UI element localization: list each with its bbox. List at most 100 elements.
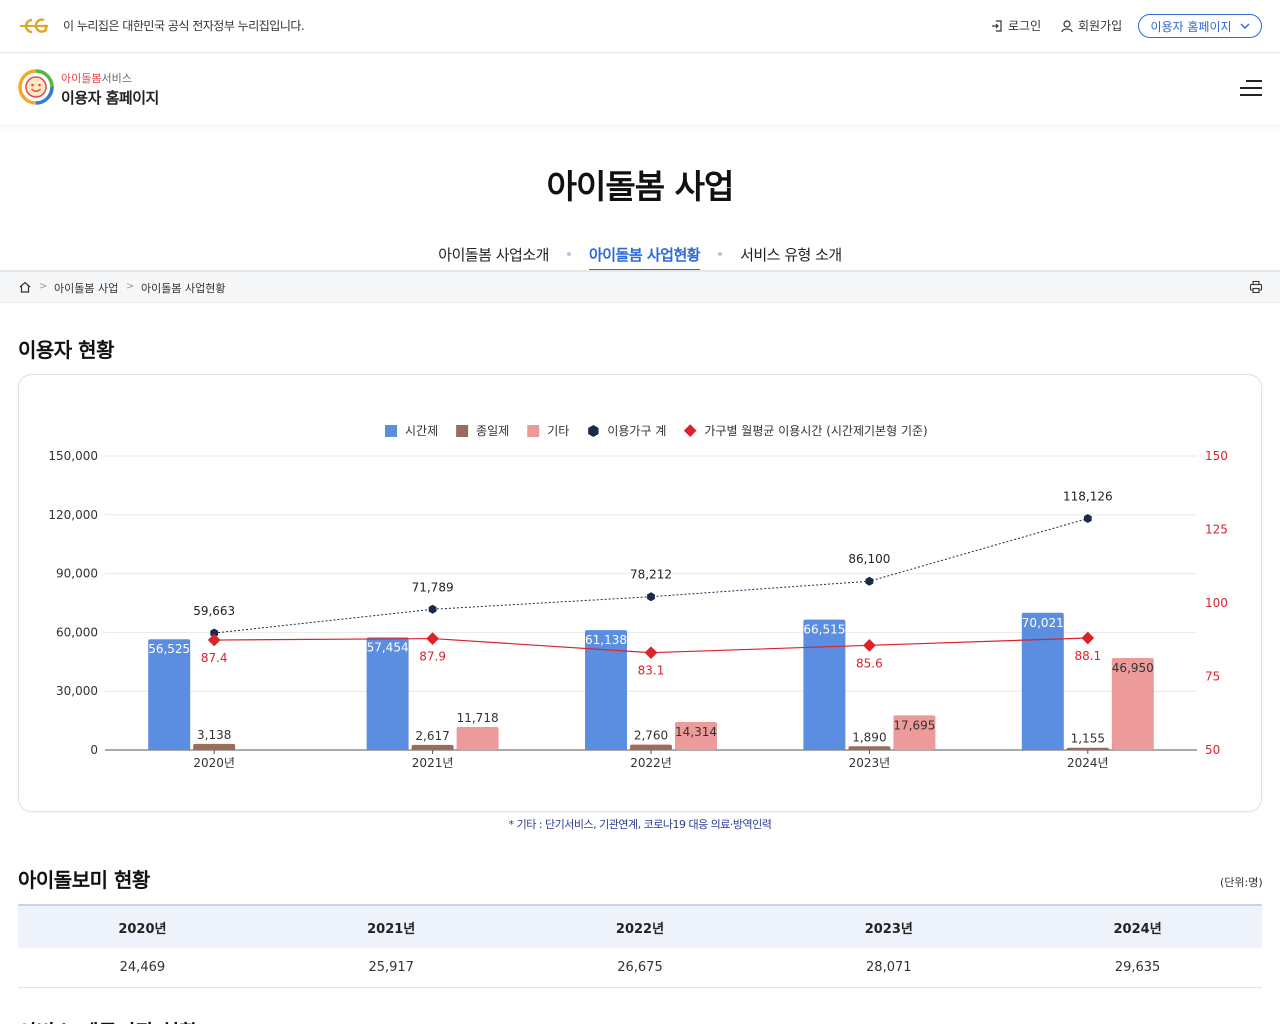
- hours-point: [863, 638, 876, 652]
- breadcrumb-item[interactable]: 아이돌봄 사업: [54, 282, 119, 295]
- site-header: 아이돌봄서비스 이용자 홈페이지: [0, 53, 1280, 124]
- y-right-tick-label: 50: [1205, 743, 1220, 757]
- bar-data-label: 11,718: [457, 711, 499, 725]
- tab-separator: [718, 252, 723, 256]
- hamburger-menu-icon[interactable]: [1240, 80, 1262, 96]
- table-cell: 28,071: [764, 948, 1014, 988]
- x-tick-label: 2024년: [1067, 756, 1109, 770]
- site-select-label: 이용자 홈페이지: [1150, 19, 1232, 34]
- bar-data-label: 70,021: [1022, 616, 1064, 630]
- bar-other: [1111, 657, 1154, 750]
- bar-hourly: [148, 639, 191, 750]
- unit-label: (단위:명): [1220, 876, 1263, 889]
- hours-point: [644, 646, 658, 660]
- hours-point: [207, 633, 221, 647]
- chart-footnote: * 기타 : 단기서비스, 기관연계, 코로나19 대응 의료·방역인력: [508, 818, 772, 831]
- hours-data-label: 87.9: [419, 650, 446, 664]
- table-cell: 26,675: [515, 948, 765, 988]
- chevron-right-icon: >: [126, 281, 135, 292]
- users-chart-card: [18, 374, 1262, 812]
- signup-label: 회원가입: [1078, 19, 1123, 33]
- bar-data-label: 56,525: [148, 642, 190, 656]
- bar-hourly: [803, 619, 846, 750]
- bar-other: [456, 727, 499, 750]
- x-tick-label: 2023년: [849, 756, 891, 770]
- bar-fullday: [1066, 747, 1109, 750]
- bar-data-label: 61,138: [585, 633, 627, 647]
- smile-logo-icon[interactable]: [18, 69, 54, 105]
- table-cell: 24,469: [18, 948, 267, 988]
- providers-section-title: 서비스 제공기관 현황: [18, 1016, 198, 1024]
- users-section-title: 이용자 현황: [18, 338, 114, 362]
- y-left-tick-label: 0: [90, 743, 98, 757]
- bar-other: [893, 715, 936, 750]
- bar-hourly: [366, 637, 409, 750]
- print-icon[interactable]: [1249, 280, 1263, 294]
- brand-title[interactable]: 이용자 홈페이지: [61, 89, 159, 107]
- home-icon[interactable]: [18, 280, 32, 294]
- signup-link[interactable]: 회원가입: [1060, 17, 1122, 34]
- tab-underline: [0, 270, 1280, 272]
- tab-business-intro[interactable]: 아이돌봄 사업소개: [438, 246, 549, 264]
- table-header-cell: 2024년: [1013, 904, 1262, 948]
- login-label: 로그인: [1008, 19, 1042, 33]
- table-row: 24,469 25,917 26,675 28,071 29,635: [18, 948, 1262, 988]
- tab-separator: [566, 252, 571, 256]
- households-point: [1083, 513, 1092, 523]
- bar-fullday: [411, 744, 454, 750]
- x-tick-label: 2020년: [193, 756, 235, 770]
- legend-label: 종일제: [476, 424, 509, 438]
- site-select-button[interactable]: 이용자 홈페이지: [1138, 14, 1262, 38]
- y-left-tick-label: 150,000: [48, 449, 98, 463]
- households-point: [210, 628, 219, 638]
- header-shadow: [0, 124, 1280, 132]
- households-point: [428, 604, 437, 614]
- breadcrumb: > 아이돌봄 사업 > 아이돌봄 사업현황: [0, 272, 1280, 303]
- x-tick-label: 2022년: [630, 756, 672, 770]
- login-link[interactable]: 로그인: [990, 17, 1041, 34]
- table-header-cell: 2022년: [515, 904, 765, 948]
- legend-label: 가구별 월평균 이용시간 (시간제기본형 기준): [704, 424, 927, 438]
- households-point: [865, 576, 874, 586]
- bar-other: [675, 721, 717, 750]
- tab-service-types[interactable]: 서비스 유형 소개: [740, 246, 842, 264]
- sitters-section-title: 아이돌보미 현황: [18, 868, 150, 892]
- hours-data-label: 83.1: [638, 664, 665, 678]
- y-right-tick-label: 125: [1205, 523, 1228, 537]
- hours-data-label: 87.4: [201, 651, 228, 665]
- bar-data-label: 3,138: [197, 728, 231, 742]
- bar-data-label: 57,454: [367, 640, 409, 654]
- hours-data-label: 85.6: [856, 656, 883, 670]
- y-left-tick-label: 90,000: [56, 567, 98, 581]
- legend-swatch: [456, 425, 469, 437]
- user-icon: [1061, 19, 1073, 32]
- y-left-tick-label: 60,000: [56, 625, 98, 639]
- x-tick-label: 2021년: [412, 756, 454, 770]
- households-line: [214, 517, 1088, 634]
- chevron-down-icon: [1240, 23, 1250, 29]
- breadcrumb-item-current[interactable]: 아이돌봄 사업현황: [141, 282, 226, 295]
- table-header-row: 2020년 2021년 2022년 2023년 2024년: [18, 904, 1262, 948]
- bar-data-label: 17,695: [893, 718, 935, 732]
- households-data-label: 71,789: [412, 580, 454, 594]
- bar-data-label: 66,515: [803, 623, 845, 637]
- sitters-table: 2020년 2021년 2022년 2023년 2024년 24,469 25,…: [18, 904, 1262, 988]
- legend-swatch: [588, 425, 599, 437]
- households-data-label: 86,100: [848, 552, 890, 566]
- table-header-cell: 2020년: [18, 904, 267, 948]
- brand-prefix: 아이돌봄: [61, 72, 102, 85]
- y-left-tick-label: 120,000: [48, 508, 98, 522]
- households-data-label: 59,663: [193, 604, 235, 618]
- legend-label: 기타: [547, 424, 569, 438]
- brand-suffix: 서비스: [101, 72, 132, 85]
- menu-bar: [1240, 94, 1262, 96]
- hours-data-label: 88.1: [1074, 649, 1101, 663]
- y-left-tick-label: 30,000: [56, 684, 98, 698]
- login-icon: [992, 19, 1002, 32]
- bar-data-label: 1,155: [1071, 732, 1105, 746]
- chevron-right-icon: >: [39, 281, 48, 292]
- y-right-tick-label: 100: [1205, 596, 1228, 610]
- bar-fullday: [630, 744, 672, 750]
- bar-data-label: 2,760: [634, 729, 668, 743]
- table-header-cell: 2021년: [266, 904, 516, 948]
